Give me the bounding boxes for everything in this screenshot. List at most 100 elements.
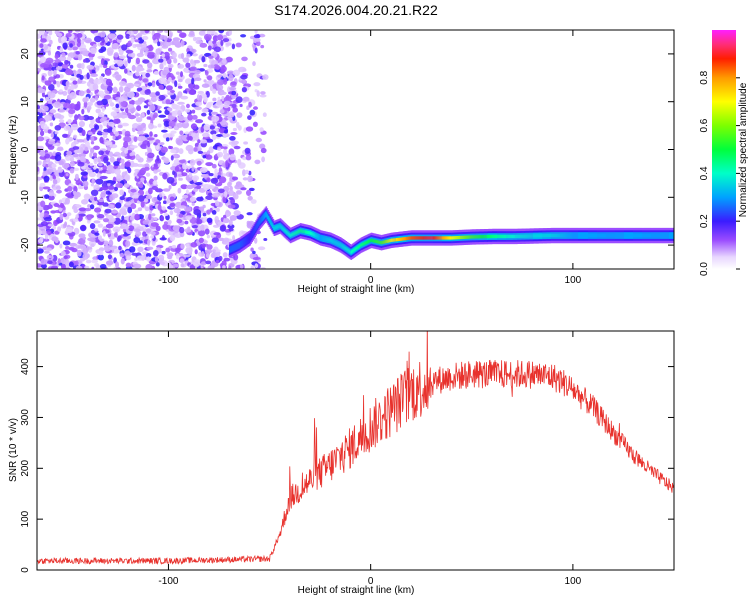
ridge-cell	[637, 233, 640, 238]
noise-speckle	[83, 193, 91, 200]
noise-speckle	[145, 72, 150, 78]
ridge-cell	[478, 235, 481, 239]
noise-speckle	[180, 243, 185, 249]
ridge-cell	[518, 234, 520, 238]
noise-speckle	[108, 33, 117, 39]
noise-speckle	[210, 130, 217, 135]
noise-speckle	[89, 77, 94, 83]
noise-speckle	[177, 74, 185, 81]
noise-speckle	[106, 86, 113, 92]
noise-speckle	[173, 104, 181, 110]
ridge-cell	[269, 219, 272, 223]
noise-speckle	[68, 109, 76, 115]
ridge-cell	[539, 234, 542, 238]
x-tick-label: 0	[368, 275, 374, 286]
noise-speckle	[105, 190, 111, 195]
ridge-cell	[658, 233, 661, 238]
noise-speckle	[223, 237, 230, 243]
noise-speckle	[115, 202, 122, 209]
noise-speckle	[193, 147, 198, 152]
noise-speckle	[74, 30, 81, 33]
noise-speckle	[191, 225, 199, 229]
noise-speckle	[172, 170, 176, 176]
noise-speckle	[57, 204, 61, 208]
noise-speckle	[205, 249, 213, 254]
ridge-cell	[360, 243, 363, 247]
ridge-cell	[455, 236, 458, 240]
noise-speckle	[130, 188, 137, 193]
noise-speckle	[215, 259, 220, 264]
noise-speckle	[215, 200, 219, 207]
noise-speckle	[231, 140, 239, 145]
noise-speckle	[127, 82, 135, 89]
noise-speckle	[161, 45, 169, 49]
noise-speckle	[134, 39, 140, 43]
ridge-cell	[362, 242, 365, 246]
noise-speckle	[97, 130, 102, 135]
ridge-cell	[399, 237, 401, 241]
ridge-cell	[367, 240, 370, 244]
noise-speckle	[48, 189, 55, 197]
noise-speckle	[177, 110, 182, 117]
noise-speckle	[47, 140, 56, 145]
ridge-cell	[655, 233, 658, 238]
ridge-cell	[636, 233, 639, 238]
noise-speckle	[78, 233, 86, 239]
ridge-cell	[348, 249, 350, 253]
noise-speckle	[43, 105, 49, 112]
noise-speckle	[108, 217, 116, 223]
ridge-cell	[482, 235, 485, 239]
ridge-cell	[565, 233, 568, 238]
noise-speckle	[103, 156, 109, 164]
ridge-cell	[538, 234, 541, 238]
noise-speckle	[168, 145, 172, 150]
noise-speckle	[254, 237, 258, 244]
noise-speckle	[153, 217, 158, 221]
ridge-cell	[456, 236, 459, 240]
ridge-cell	[266, 214, 269, 218]
noise-speckle	[190, 242, 198, 248]
ridge-cell	[461, 235, 464, 240]
ridge-cell	[431, 236, 433, 240]
ridge-cell	[234, 245, 236, 250]
noise-speckle	[219, 225, 226, 232]
noise-speckle	[125, 33, 131, 40]
noise-speckle	[223, 129, 228, 134]
noise-speckle	[113, 52, 119, 58]
ridge-cell	[474, 235, 477, 239]
noise-speckle	[129, 145, 138, 149]
noise-speckle	[125, 240, 131, 248]
noise-speckle	[45, 96, 50, 102]
noise-speckle	[212, 192, 220, 198]
noise-speckle	[217, 151, 224, 158]
noise-speckle	[174, 166, 180, 172]
ridge-cell	[316, 234, 318, 238]
noise-speckle	[178, 115, 185, 122]
noise-speckle	[140, 30, 145, 34]
ridge-cell	[457, 236, 460, 240]
noise-speckle	[112, 39, 117, 44]
noise-speckle	[180, 95, 189, 100]
noise-speckle	[216, 207, 220, 212]
noise-speckle	[98, 48, 104, 54]
ridge-cell	[369, 239, 372, 243]
noise-speckle	[154, 256, 159, 262]
noise-speckle	[93, 145, 100, 150]
noise-speckle	[186, 53, 191, 58]
noise-speckle	[58, 55, 67, 62]
noise-speckle	[250, 199, 257, 204]
noise-speckle	[149, 131, 153, 137]
noise-speckle	[71, 247, 78, 253]
noise-speckle	[58, 89, 63, 93]
noise-speckle	[127, 235, 131, 240]
noise-speckle	[66, 212, 72, 217]
ridge-cell	[608, 233, 610, 238]
ridge-cell	[588, 233, 590, 238]
noise-speckle	[58, 160, 64, 166]
ridge-cell	[620, 233, 622, 238]
noise-speckle	[82, 180, 89, 187]
ridge-cell	[562, 233, 565, 238]
ridge-cell	[236, 244, 238, 249]
noise-speckle	[245, 126, 254, 132]
ridge-cell	[353, 248, 356, 252]
